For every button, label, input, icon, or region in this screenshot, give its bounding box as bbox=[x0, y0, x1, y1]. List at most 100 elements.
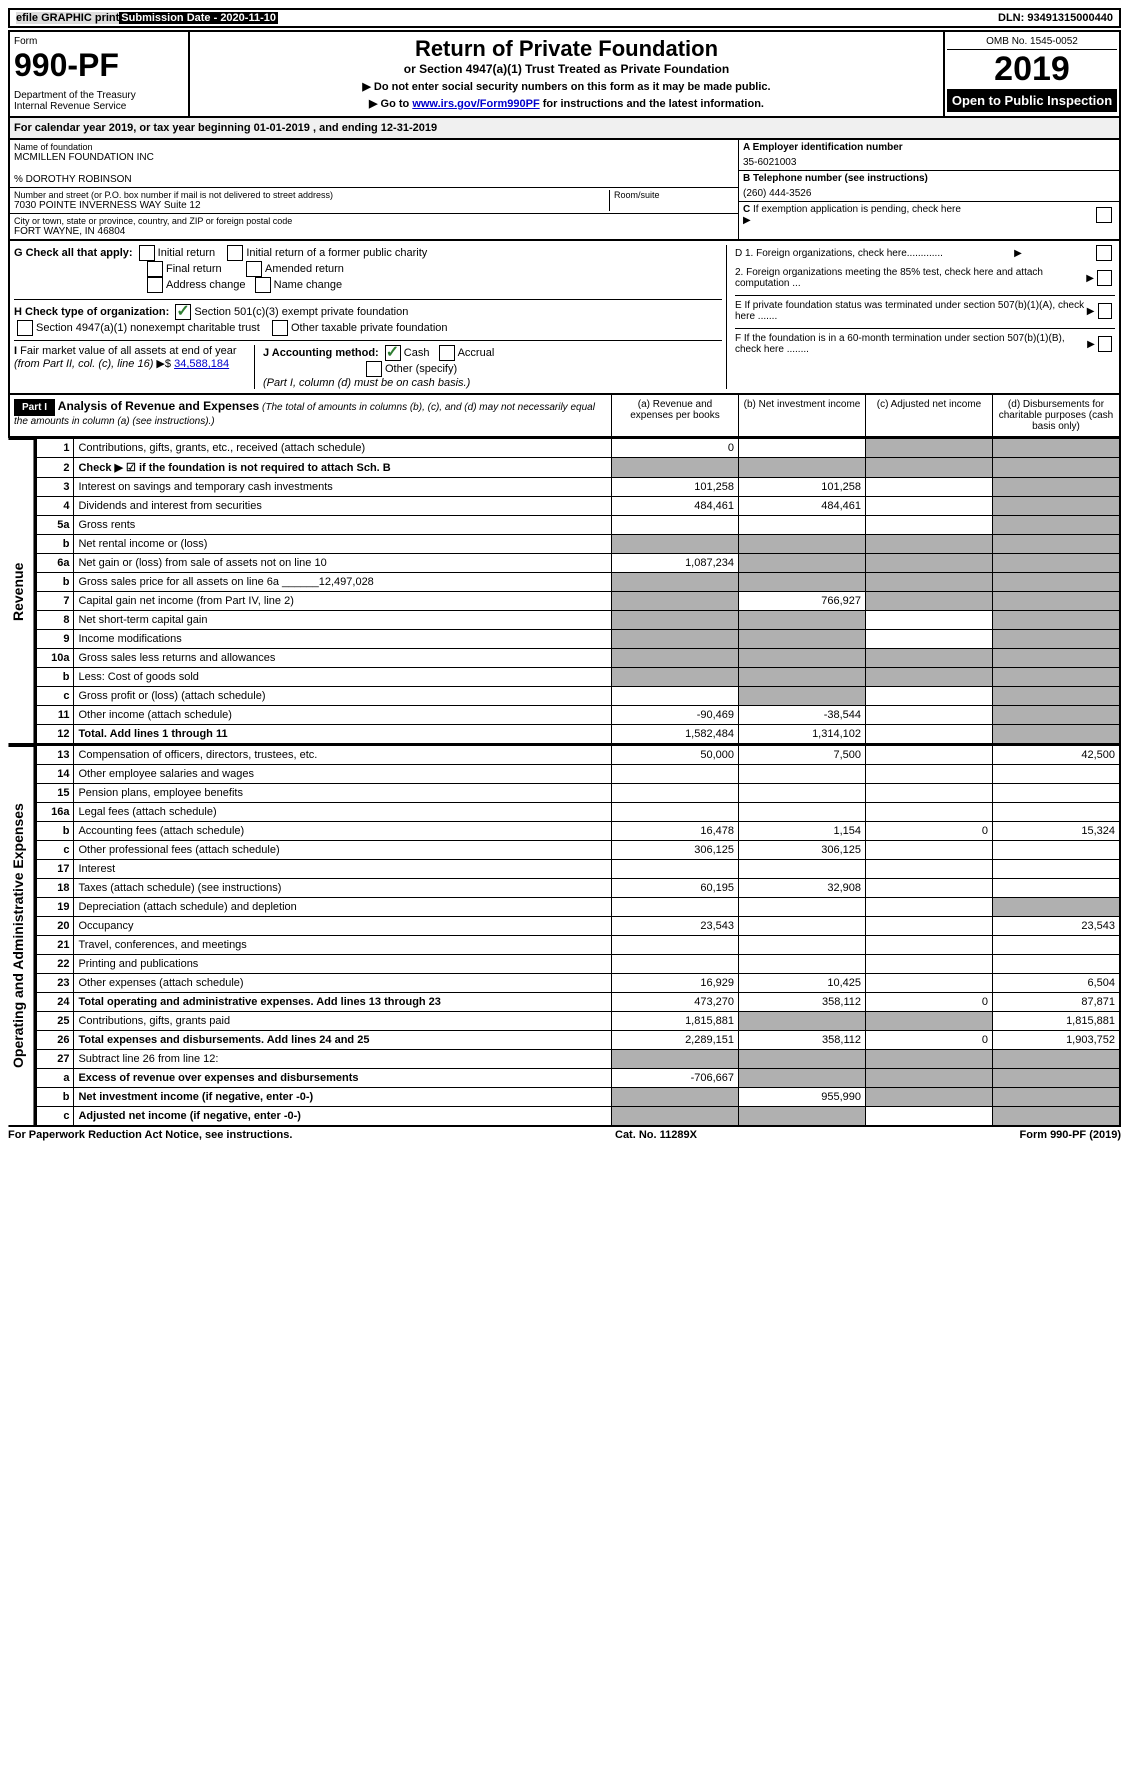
h-501c3-checkbox[interactable] bbox=[175, 304, 191, 320]
table-row: 2Check ▶ ☑ if the foundation is not requ… bbox=[36, 458, 1120, 478]
row-desc: Printing and publications bbox=[74, 955, 612, 974]
cell-c bbox=[866, 611, 993, 630]
row-number: 9 bbox=[36, 630, 74, 649]
irs-link[interactable]: www.irs.gov/Form990PF bbox=[412, 98, 539, 110]
cell-a: 0 bbox=[612, 439, 739, 458]
cell-c bbox=[866, 649, 993, 668]
cell-c bbox=[866, 1050, 993, 1069]
cell-d bbox=[993, 898, 1121, 917]
h-4947-checkbox[interactable] bbox=[17, 320, 33, 336]
table-row: bLess: Cost of goods sold bbox=[36, 668, 1120, 687]
d1-label: D 1. Foreign organizations, check here..… bbox=[735, 248, 943, 259]
g-address-checkbox[interactable] bbox=[147, 277, 163, 293]
cell-b: 10,425 bbox=[739, 974, 866, 993]
cell-b bbox=[739, 516, 866, 535]
g-name-checkbox[interactable] bbox=[255, 277, 271, 293]
cell-c: 0 bbox=[866, 993, 993, 1012]
table-row: 23Other expenses (attach schedule)16,929… bbox=[36, 974, 1120, 993]
cell-c bbox=[866, 1107, 993, 1127]
fmv-value[interactable]: 34,588,184 bbox=[174, 358, 229, 370]
cell-a bbox=[612, 668, 739, 687]
cell-a bbox=[612, 592, 739, 611]
efile-button[interactable]: efile GRAPHIC print bbox=[16, 12, 121, 24]
g-initial-checkbox[interactable] bbox=[139, 245, 155, 261]
row-number: 23 bbox=[36, 974, 74, 993]
cell-c bbox=[866, 784, 993, 803]
f-checkbox[interactable] bbox=[1098, 336, 1112, 352]
cell-b bbox=[739, 955, 866, 974]
table-row: 14Other employee salaries and wages bbox=[36, 765, 1120, 784]
table-row: cAdjusted net income (if negative, enter… bbox=[36, 1107, 1120, 1127]
row-number: c bbox=[36, 687, 74, 706]
room-label: Room/suite bbox=[614, 190, 734, 200]
row-number: 10a bbox=[36, 649, 74, 668]
row-desc: Contributions, gifts, grants, etc., rece… bbox=[74, 439, 612, 458]
row-desc: Occupancy bbox=[74, 917, 612, 936]
tax-year: 2019 bbox=[947, 50, 1117, 89]
row-number: 14 bbox=[36, 765, 74, 784]
row-number: b bbox=[36, 535, 74, 554]
cell-d bbox=[993, 1050, 1121, 1069]
page-footer: For Paperwork Reduction Act Notice, see … bbox=[8, 1129, 1121, 1141]
cell-c bbox=[866, 1069, 993, 1088]
row-desc: Gross rents bbox=[74, 516, 612, 535]
cell-c bbox=[866, 687, 993, 706]
cell-b: 101,258 bbox=[739, 478, 866, 497]
cell-b bbox=[739, 611, 866, 630]
e-checkbox[interactable] bbox=[1098, 303, 1113, 319]
calendar-year-line: For calendar year 2019, or tax year begi… bbox=[8, 118, 1121, 140]
d1-checkbox[interactable] bbox=[1096, 245, 1112, 261]
g-final-checkbox[interactable] bbox=[147, 261, 163, 277]
cell-b: -38,544 bbox=[739, 706, 866, 725]
cell-c bbox=[866, 554, 993, 573]
table-row: 24Total operating and administrative exp… bbox=[36, 993, 1120, 1012]
cell-a bbox=[612, 573, 739, 592]
row-number: 22 bbox=[36, 955, 74, 974]
cell-a: 101,258 bbox=[612, 478, 739, 497]
cell-d bbox=[993, 765, 1121, 784]
row-number: 11 bbox=[36, 706, 74, 725]
row-desc: Gross profit or (loss) (attach schedule) bbox=[74, 687, 612, 706]
cell-d bbox=[993, 1107, 1121, 1127]
col-b-header: (b) Net investment income bbox=[738, 395, 865, 436]
j-other: Other (specify) bbox=[385, 363, 457, 375]
cell-c bbox=[866, 516, 993, 535]
g-initial-former-checkbox[interactable] bbox=[227, 245, 243, 261]
cell-b bbox=[739, 573, 866, 592]
table-row: 18Taxes (attach schedule) (see instructi… bbox=[36, 879, 1120, 898]
row-desc: Interest on savings and temporary cash i… bbox=[74, 478, 612, 497]
form-subtitle: or Section 4947(a)(1) Trust Treated as P… bbox=[194, 62, 939, 76]
cell-a: 16,929 bbox=[612, 974, 739, 993]
expenses-label: Operating and Administrative Expenses bbox=[8, 745, 35, 1127]
cell-b bbox=[739, 936, 866, 955]
h-opt-3: Other taxable private foundation bbox=[291, 322, 448, 334]
h-other-checkbox[interactable] bbox=[272, 320, 288, 336]
j-accrual-checkbox[interactable] bbox=[439, 345, 455, 361]
cell-c bbox=[866, 746, 993, 765]
d2-checkbox[interactable] bbox=[1097, 270, 1112, 286]
cell-a bbox=[612, 649, 739, 668]
table-row: 1Contributions, gifts, grants, etc., rec… bbox=[36, 439, 1120, 458]
row-desc: Other income (attach schedule) bbox=[74, 706, 612, 725]
cell-d bbox=[993, 573, 1121, 592]
open-public-badge: Open to Public Inspection bbox=[947, 89, 1117, 112]
footer-center: Cat. No. 11289X bbox=[615, 1129, 697, 1141]
foundation-name: MCMILLEN FOUNDATION INC bbox=[14, 152, 734, 163]
cell-a: 306,125 bbox=[612, 841, 739, 860]
row-number: 26 bbox=[36, 1031, 74, 1050]
cell-c bbox=[866, 458, 993, 478]
row-desc: Dividends and interest from securities bbox=[74, 497, 612, 516]
table-row: 21Travel, conferences, and meetings bbox=[36, 936, 1120, 955]
g-opt-2: Final return bbox=[166, 263, 222, 275]
j-other-checkbox[interactable] bbox=[366, 361, 382, 377]
city-state-zip: FORT WAYNE, IN 46804 bbox=[14, 226, 734, 237]
row-desc: Gross sales less returns and allowances bbox=[74, 649, 612, 668]
g-amended-checkbox[interactable] bbox=[246, 261, 262, 277]
table-row: 11Other income (attach schedule)-90,469-… bbox=[36, 706, 1120, 725]
expenses-table: 13Compensation of officers, directors, t… bbox=[35, 745, 1121, 1127]
cell-c bbox=[866, 974, 993, 993]
cell-b: 484,461 bbox=[739, 497, 866, 516]
c-checkbox[interactable] bbox=[1096, 207, 1112, 223]
cell-d bbox=[993, 535, 1121, 554]
j-cash-checkbox[interactable] bbox=[385, 345, 401, 361]
